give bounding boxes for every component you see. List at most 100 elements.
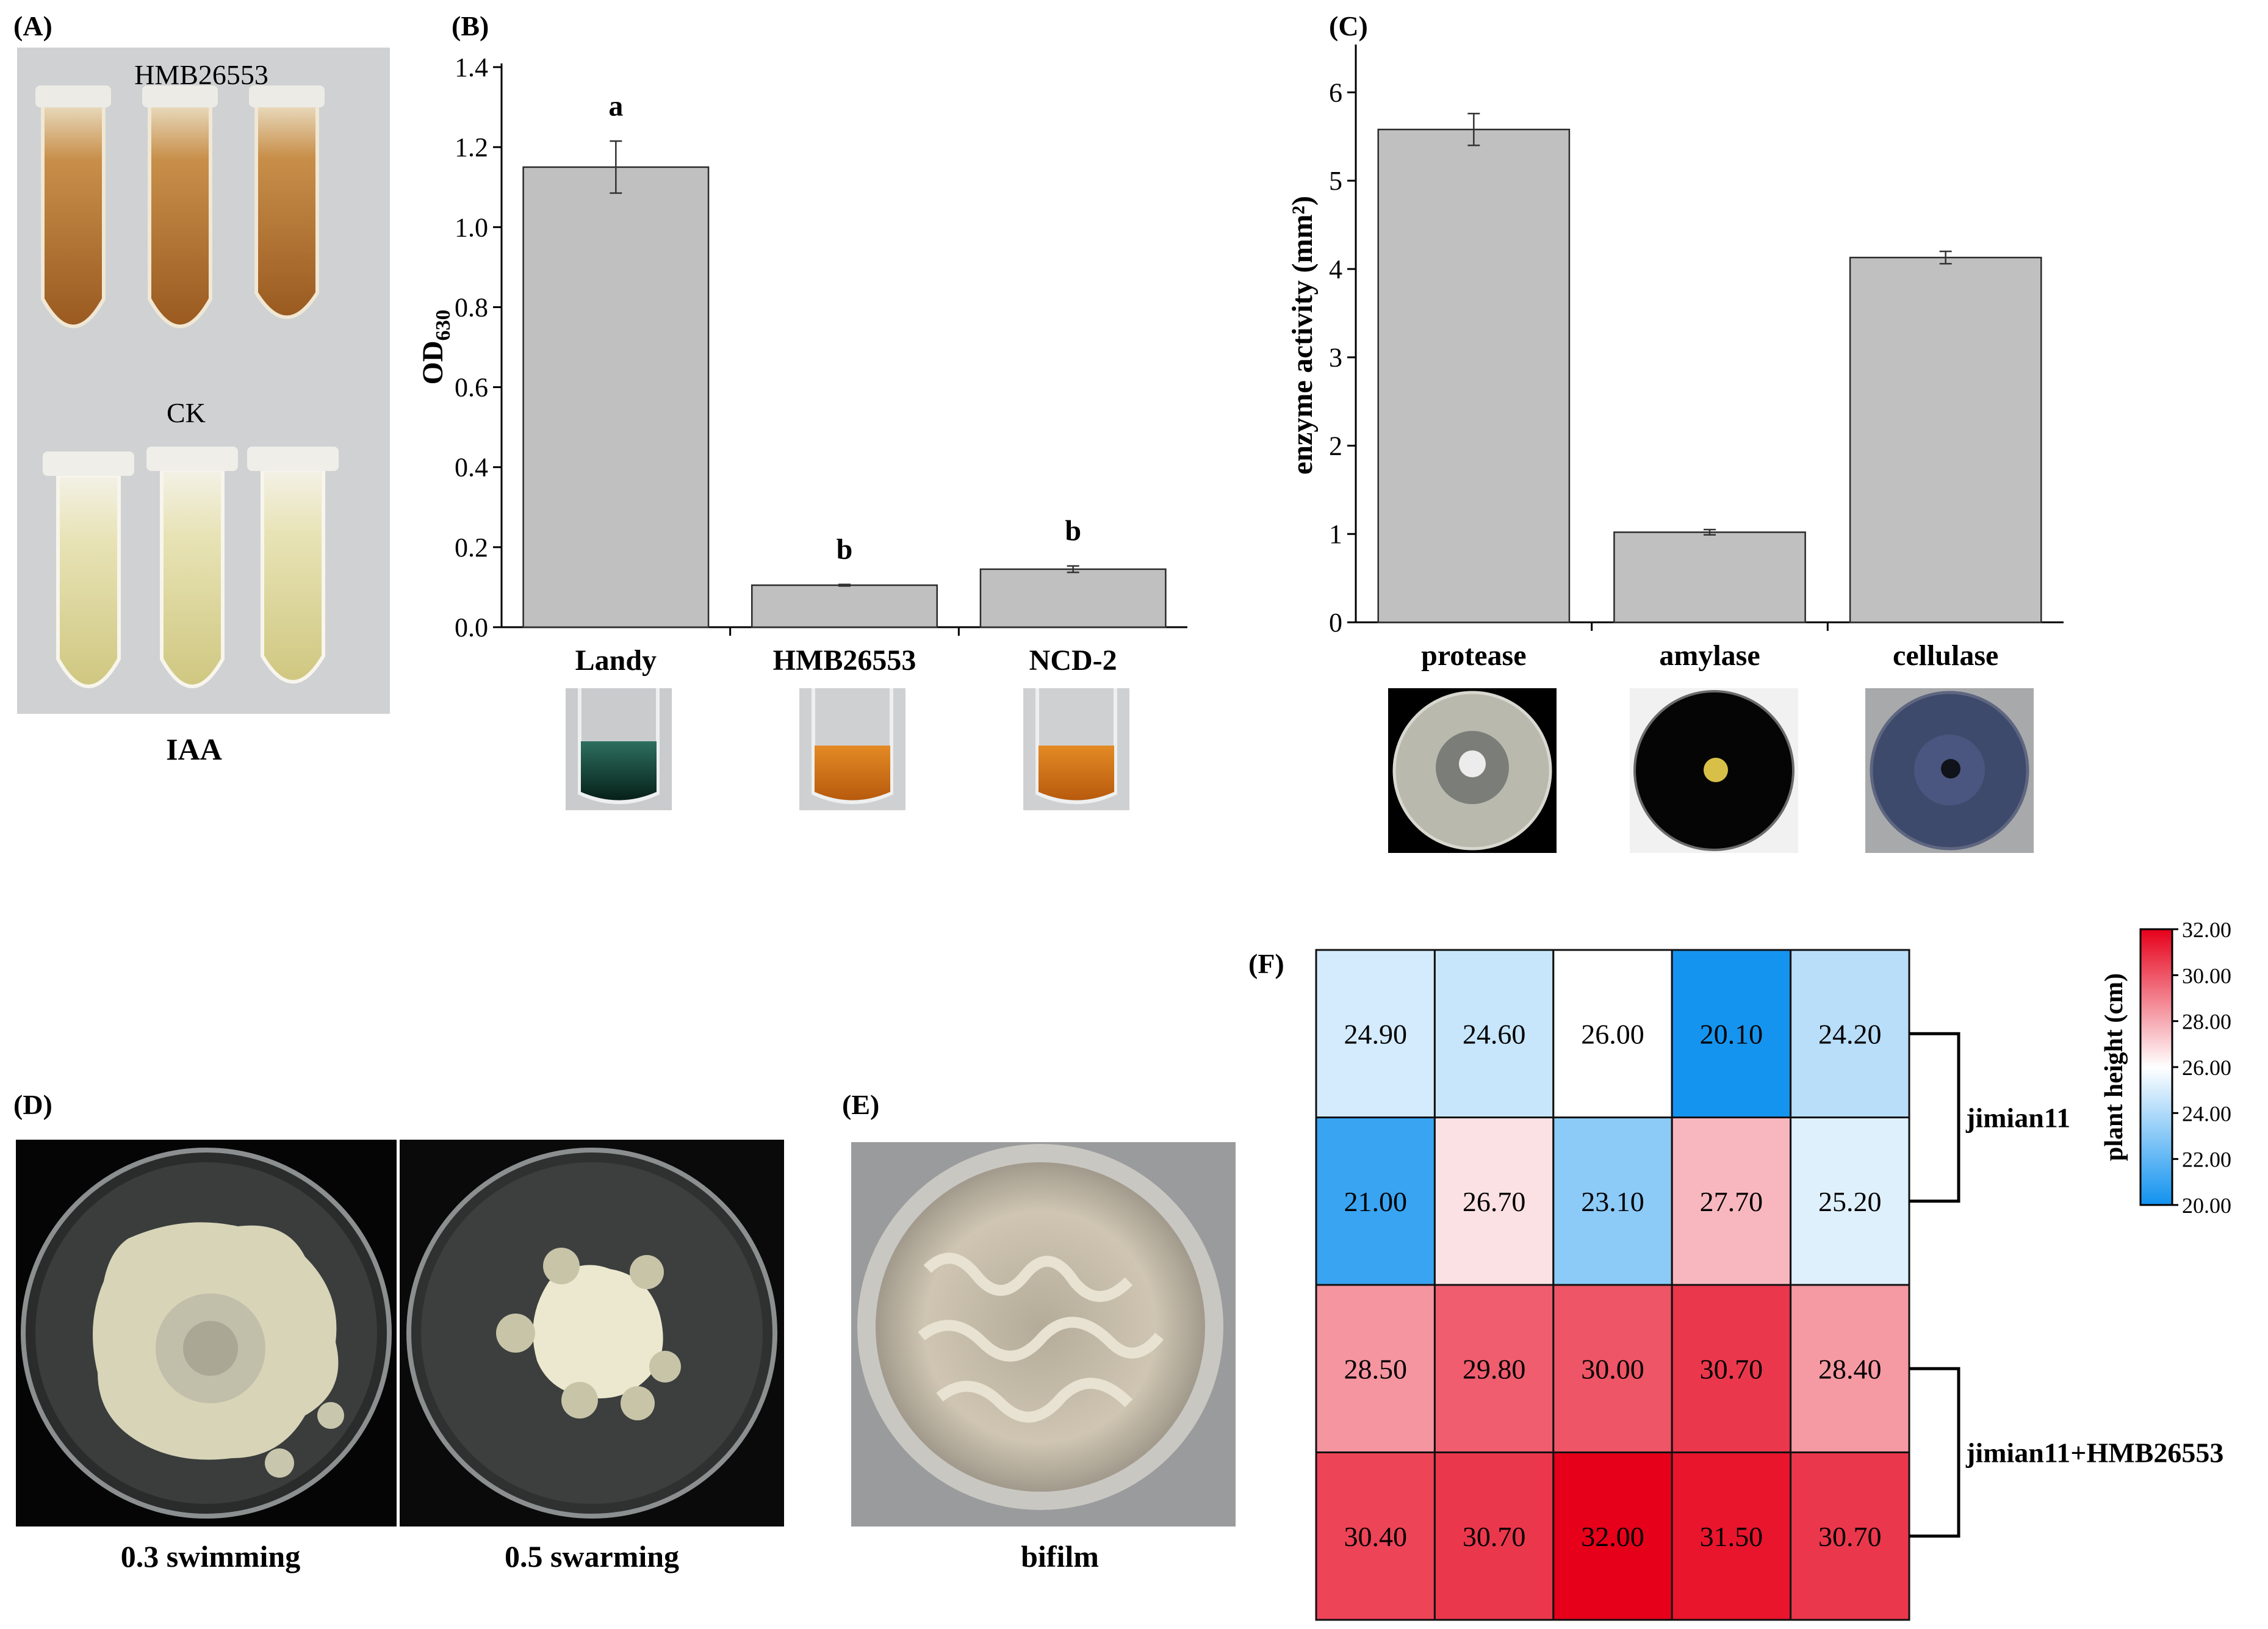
- heatmap-cell-value: 31.50: [1700, 1521, 1763, 1552]
- colorbar-label: plant height (cm): [2100, 973, 2128, 1161]
- heatmap-cell-value: 23.10: [1581, 1186, 1644, 1217]
- panel-c-plates: [1388, 688, 2034, 853]
- x-category-label: amylase: [1659, 639, 1760, 672]
- dendrogram-bracket: [1909, 1032, 1960, 1203]
- heatmap-cell-value: 26.70: [1463, 1186, 1526, 1217]
- heatmap-cell-value: 30.00: [1581, 1353, 1644, 1384]
- hmb26553-tubes: [35, 85, 325, 328]
- bar-amylase: [1613, 531, 1806, 624]
- heatmap-cell-value: 27.70: [1700, 1186, 1763, 1217]
- panel-c-letter: (C): [1329, 10, 1368, 41]
- heatmap-cell: [1552, 1451, 1673, 1621]
- swarming-caption: 0.5 swarming: [505, 1539, 679, 1573]
- panel-b-vials: [566, 688, 1129, 810]
- heatmap-cell: [1315, 1117, 1436, 1286]
- y-tick-label: 4: [1329, 254, 1342, 284]
- colorbar-tick-label: 24.00: [2182, 1101, 2231, 1126]
- panel-e-letter: (E): [842, 1089, 879, 1120]
- ck-tubes: [43, 447, 339, 688]
- heatmap-cell-value: 24.60: [1463, 1018, 1526, 1049]
- heatmap-cell-value: 28.50: [1344, 1353, 1407, 1384]
- y-axis-label: OD630: [417, 310, 455, 385]
- heatmap-cell: [1433, 1284, 1555, 1453]
- heatmap-cell-value: 30.70: [1463, 1521, 1526, 1552]
- y-tick-label: 1.0: [455, 212, 488, 242]
- significance-label: a: [608, 90, 623, 122]
- heatmap-cell-value: 30.70: [1700, 1353, 1763, 1384]
- heatmap-cell-value: 30.40: [1344, 1521, 1407, 1552]
- y-axis-label-subscript: 630: [432, 310, 455, 341]
- panel-a-letter: (A): [13, 10, 52, 41]
- significance-label: b: [837, 533, 853, 566]
- iaa-caption: IAA: [166, 732, 222, 766]
- row-group-label: jimian11+HMB26553: [1965, 1437, 2223, 1469]
- iaa-label-hmb26553: HMB26553: [134, 59, 268, 90]
- panel-d: (D) 0.3 swimming 0.5 swarming: [13, 1089, 784, 1573]
- heatmap-cell-value: 24.20: [1818, 1018, 1882, 1049]
- y-tick-label: 2: [1329, 431, 1342, 461]
- bar-protease: [1377, 128, 1571, 624]
- heatmap-cell: [1552, 949, 1673, 1118]
- y-tick-label: 0.0: [455, 613, 488, 642]
- panel-e: (E) bifilm: [842, 1089, 1236, 1573]
- enzyme-activity-bar-chart: 0 1 2 3 4 5 6 protease amylase cellulase enzyme ac…: [1286, 45, 2064, 672]
- significance-label: b: [1065, 515, 1081, 547]
- x-category-label: protease: [1421, 639, 1526, 672]
- x-category-label: HMB26553: [773, 644, 916, 677]
- colorbar-tick-label: 28.00: [2182, 1010, 2231, 1034]
- y-tick-label: 6: [1329, 77, 1342, 107]
- heatmap-cell-value: 24.90: [1344, 1018, 1407, 1049]
- bar-landy: [522, 166, 710, 628]
- plant-height-heatmap: 24.90 24.60 26.00 20.10 24.20 21.00 26.70 23.10…: [1315, 918, 2231, 1621]
- dendrogram-bracket: [1909, 1367, 1960, 1538]
- colorbar: [2139, 928, 2173, 1206]
- heatmap-cell: [1315, 1451, 1436, 1621]
- panel-a: (A) HMB26553 CK IAA: [13, 10, 390, 766]
- panel-d-letter: (D): [13, 1089, 52, 1120]
- heatmap-cell-value: 28.40: [1818, 1353, 1882, 1384]
- heatmap-cell-value: 21.00: [1344, 1186, 1407, 1217]
- row-group-label: jimian11: [1965, 1102, 2070, 1134]
- bar-ncd-2: [979, 568, 1167, 628]
- bar-hmb26553: [751, 584, 938, 628]
- panel-b-letter: (B): [452, 10, 489, 41]
- od630-bar-chart: 0.0 0.2 0.4 0.6 0.8 1.0 1.2 1.4 a Landy b HMB26553 b…: [417, 52, 1187, 677]
- heatmap-cell: [1671, 949, 1792, 1118]
- colorbar-tick-label: 30.00: [2182, 963, 2231, 988]
- y-tick-label: 0.8: [455, 292, 488, 322]
- iaa-label-ck: CK: [167, 397, 206, 428]
- y-tick-label: 0: [1329, 608, 1342, 638]
- y-tick-label: 1: [1329, 519, 1342, 549]
- x-category-label: cellulase: [1893, 639, 1998, 672]
- y-tick-label: 3: [1329, 343, 1342, 373]
- y-tick-label: 0.4: [455, 453, 488, 483]
- heatmap-cell: [1671, 1451, 1792, 1621]
- colorbar-tick-label: 22.00: [2182, 1148, 2231, 1172]
- x-category-label: NCD-2: [1029, 644, 1117, 677]
- swimming-caption: 0.3 swimming: [121, 1539, 300, 1573]
- heatmap-cell: [1790, 1451, 1910, 1621]
- colorbar-tick-label: 26.00: [2182, 1055, 2231, 1080]
- x-category-label: Landy: [575, 644, 657, 677]
- y-tick-label: 5: [1329, 166, 1342, 196]
- y-tick-label: 1.2: [455, 132, 488, 162]
- heatmap-cell-value: 32.00: [1581, 1521, 1644, 1552]
- heatmap-cell: [1552, 1117, 1673, 1286]
- heatmap-cell-value: 26.00: [1581, 1018, 1644, 1049]
- y-tick-label: 0.6: [455, 373, 488, 403]
- heatmap-cell-value: 30.70: [1818, 1521, 1882, 1552]
- heatmap-cell: [1671, 1117, 1792, 1286]
- biofilm-caption: bifilm: [1021, 1539, 1099, 1573]
- panel-f-letter: (F): [1248, 948, 1284, 979]
- y-tick-label: 0.2: [455, 533, 488, 563]
- heatmap-cell: [1433, 1117, 1555, 1286]
- colorbar-tick-label: 20.00: [2182, 1193, 2231, 1218]
- heatmap-cell: [1433, 1451, 1555, 1621]
- heatmap-cell-value: 29.80: [1463, 1353, 1526, 1384]
- panel-c: (C) 0 1 2 3 4 5 6 protease amylase cellulase enzym…: [1286, 10, 2064, 853]
- y-axis-label: enzyme activity (mm²): [1286, 196, 1319, 475]
- y-tick-label: 1.4: [455, 52, 488, 82]
- heatmap-cell-value: 25.20: [1818, 1186, 1882, 1217]
